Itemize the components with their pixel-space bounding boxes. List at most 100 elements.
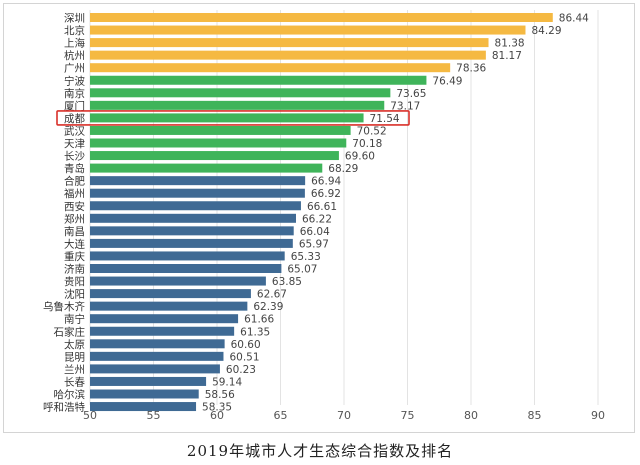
x-tick-label: 70 xyxy=(337,409,351,422)
category-label: 石家庄 xyxy=(54,325,86,338)
value-label: 66.94 xyxy=(311,176,341,188)
bar xyxy=(90,100,385,110)
value-label: 73.65 xyxy=(396,88,426,100)
bar xyxy=(90,238,293,248)
value-label: 81.17 xyxy=(492,50,522,62)
value-label: 76.49 xyxy=(432,75,462,87)
bar xyxy=(90,176,306,186)
category-label: 深圳 xyxy=(64,13,85,25)
category-label: 太原 xyxy=(64,338,85,351)
value-label: 68.29 xyxy=(328,163,358,175)
value-label: 62.67 xyxy=(257,289,287,301)
category-label: 南宁 xyxy=(64,313,85,326)
category-label: 杭州 xyxy=(64,49,85,62)
category-label: 广州 xyxy=(64,63,85,75)
category-label: 大连 xyxy=(64,237,85,250)
bar xyxy=(90,289,251,299)
bar xyxy=(90,402,197,412)
value-label: 69.60 xyxy=(345,151,375,163)
bar xyxy=(90,389,199,399)
bar xyxy=(90,251,285,261)
x-tick-label: 65 xyxy=(274,409,288,422)
category-label: 乌鲁木齐 xyxy=(43,300,85,313)
category-label: 武汉 xyxy=(64,124,85,137)
value-label: 59.14 xyxy=(212,376,242,388)
bar xyxy=(90,163,323,173)
category-label: 郑州 xyxy=(64,212,85,225)
x-tick-label: 55 xyxy=(147,409,161,422)
category-label: 济南 xyxy=(64,263,85,276)
category-label: 北京 xyxy=(64,24,85,37)
value-label: 66.92 xyxy=(311,188,341,200)
bar xyxy=(90,201,301,211)
bar xyxy=(90,226,294,236)
x-tick-label: 60 xyxy=(210,409,224,422)
category-label: 天津 xyxy=(64,138,85,150)
bar xyxy=(90,151,339,161)
category-label: 贵阳 xyxy=(64,275,85,288)
bar xyxy=(90,75,427,85)
x-tick-label: 85 xyxy=(528,409,542,422)
category-label: 长沙 xyxy=(64,151,85,163)
category-label: 成都 xyxy=(64,113,85,125)
value-label: 66.22 xyxy=(302,213,332,225)
value-label: 70.52 xyxy=(357,125,387,137)
value-label: 86.44 xyxy=(559,13,589,25)
value-label: 81.38 xyxy=(495,38,525,50)
value-label: 60.51 xyxy=(229,351,259,363)
value-label: 65.97 xyxy=(299,238,329,250)
bar xyxy=(90,314,239,324)
value-label: 60.60 xyxy=(231,339,261,351)
value-label: 66.04 xyxy=(300,226,330,238)
bar xyxy=(90,50,486,60)
category-label: 兰州 xyxy=(64,363,85,376)
category-label: 呼和浩特 xyxy=(43,402,85,414)
bar xyxy=(90,13,553,22)
value-label: 58.56 xyxy=(205,389,235,401)
bar xyxy=(90,63,451,73)
bar xyxy=(90,301,248,311)
x-tick-label: 90 xyxy=(591,409,605,422)
value-label: 65.33 xyxy=(291,251,321,263)
value-label: 65.07 xyxy=(287,264,317,276)
bar xyxy=(90,25,526,35)
value-label: 71.54 xyxy=(370,113,400,125)
value-label: 63.85 xyxy=(272,276,302,288)
bar xyxy=(90,339,225,349)
category-label: 青岛 xyxy=(64,162,85,175)
bar xyxy=(90,213,296,223)
category-label: 重庆 xyxy=(64,250,85,263)
value-label: 60.23 xyxy=(226,364,256,376)
value-label: 73.17 xyxy=(390,100,420,112)
x-tick-label: 80 xyxy=(464,409,478,422)
bar xyxy=(90,113,364,123)
value-label: 61.35 xyxy=(240,326,270,338)
category-label: 厦门 xyxy=(64,99,85,112)
bar xyxy=(90,276,266,286)
value-label: 78.36 xyxy=(456,63,486,75)
bar xyxy=(90,264,282,273)
bar xyxy=(90,376,207,386)
highlight-box xyxy=(56,110,410,126)
category-label: 合肥 xyxy=(64,175,85,188)
bar xyxy=(90,88,391,98)
category-label: 南昌 xyxy=(64,225,85,238)
bar xyxy=(90,351,224,361)
value-label: 70.18 xyxy=(352,138,382,150)
bar xyxy=(90,125,351,135)
bar xyxy=(90,326,235,336)
x-tick-label: 50 xyxy=(83,409,97,422)
category-label: 昆明 xyxy=(64,351,85,363)
value-label: 84.29 xyxy=(531,25,561,37)
bar xyxy=(90,364,220,374)
bar-chart: 深圳 86.44 北京 84.29 上海 81.38 杭州 81.17 广州 78.36 宁波 76.… xyxy=(43,10,605,422)
category-label: 西安 xyxy=(64,200,85,213)
value-label: 66.61 xyxy=(307,201,337,213)
category-label: 南京 xyxy=(64,87,85,100)
bar xyxy=(90,188,305,198)
chart-frame xyxy=(3,3,635,433)
category-label: 沈阳 xyxy=(64,288,85,301)
chart-title: 2019年城市人才生态综合指数及排名 xyxy=(186,442,454,460)
category-label: 上海 xyxy=(64,37,85,50)
bar xyxy=(90,38,489,48)
